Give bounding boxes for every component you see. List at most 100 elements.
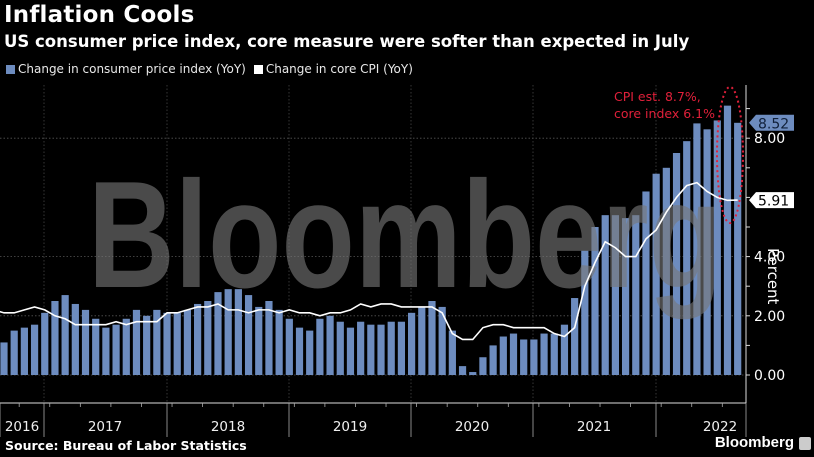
- cpi-bar: [520, 339, 528, 375]
- cpi-bar: [285, 318, 293, 375]
- cpi-bar: [367, 324, 375, 375]
- cpi-bar: [662, 167, 670, 375]
- bloomberg-logo-text: Bloomberg: [714, 434, 794, 451]
- cpi-bar: [632, 215, 640, 375]
- cpi-bar: [621, 218, 630, 375]
- cpi-bar: [693, 123, 701, 376]
- annotation-ellipse: [716, 86, 744, 224]
- bloomberg-chart-icon: [799, 437, 811, 450]
- cpi-bar: [458, 366, 467, 375]
- cpi-bar: [377, 324, 385, 375]
- cpi-bar: [428, 301, 436, 375]
- cpi-bar: [336, 321, 344, 375]
- cpi-bar: [418, 306, 426, 375]
- cpi-bar: [173, 312, 181, 375]
- cpi-bar: [0, 342, 8, 375]
- cpi-bar: [397, 321, 406, 375]
- annotation-line1: CPI est. 8.7%,: [614, 89, 701, 104]
- cpi-bar: [509, 333, 518, 375]
- cpi-bar: [92, 318, 100, 375]
- cpi-bar: [683, 141, 691, 375]
- cpi-last-flag: [749, 114, 794, 131]
- cpi-bar: [560, 324, 569, 375]
- cpi-bar: [469, 372, 477, 375]
- cpi-bar: [642, 191, 650, 375]
- chart-subtitle: US consumer price index, core measure we…: [4, 32, 690, 51]
- cpi-bar: [112, 324, 120, 375]
- cpi-bar: [550, 333, 558, 375]
- cpi-bar: [234, 289, 242, 375]
- cpi-bar: [132, 309, 141, 375]
- cpi-bar: [611, 215, 619, 375]
- cpi-last-value: 8.52: [758, 116, 789, 132]
- cpi-bar: [601, 215, 609, 375]
- cpi-bar: [703, 129, 711, 375]
- cpi-bar: [571, 298, 579, 375]
- y-tick-label: 2.00: [754, 309, 785, 325]
- x-tick-label: 2019: [333, 419, 367, 435]
- cpi-bar: [51, 301, 59, 375]
- cpi-bar: [122, 318, 130, 375]
- x-tick-label: 2021: [577, 419, 611, 435]
- cpi-bar: [723, 105, 732, 375]
- cpi-bar: [499, 336, 507, 375]
- cpi-bars: [0, 105, 742, 376]
- cpi-bar: [275, 309, 283, 375]
- core-cpi-line: [0, 181, 738, 341]
- x-tick-label: 2020: [455, 419, 489, 435]
- cpi-bar: [183, 309, 192, 375]
- cpi-bar: [326, 315, 334, 375]
- cpi-bar: [387, 321, 395, 375]
- cpi-bar: [540, 333, 548, 375]
- cpi-bar: [448, 330, 456, 375]
- x-tick-label: 2022: [703, 419, 737, 435]
- cpi-bar: [61, 295, 69, 375]
- y-tick-label: 4.00: [754, 250, 785, 266]
- cpi-bar: [479, 357, 487, 375]
- legend-item-core: Change in core CPI (YoY): [253, 62, 413, 76]
- cpi-bar: [306, 330, 314, 375]
- cpi-bar: [530, 339, 538, 375]
- cpi-bar: [163, 312, 171, 375]
- chart-title: Inflation Cools: [4, 2, 195, 28]
- cpi-bar: [204, 301, 212, 375]
- y-tick-label: 8.00: [754, 131, 785, 147]
- x-tick-label: 2017: [88, 419, 122, 435]
- legend-swatch-cpi: [6, 64, 15, 74]
- cpi-bar: [20, 327, 28, 375]
- cpi-bar: [652, 173, 660, 375]
- annotation: CPI est. 8.7%, core index 6.1%: [614, 86, 744, 224]
- axes: 0.00 2.00 4.00 8.00 2016 2017 2018 2019 2020 2021…: [0, 85, 794, 437]
- cpi-bar: [244, 295, 253, 375]
- legend-item-cpi: Change in consumer price index (YoY): [6, 62, 246, 76]
- cpi-bar: [41, 312, 49, 375]
- cpi-bar: [224, 289, 232, 375]
- cpi-bar: [438, 306, 446, 375]
- cpi-bar: [30, 324, 39, 375]
- cpi-bar: [713, 120, 721, 375]
- gridlines: [0, 85, 746, 403]
- cpi-bar: [214, 292, 222, 375]
- cpi-bar: [295, 327, 304, 375]
- legend: Change in consumer price index (YoY) Cha…: [6, 62, 413, 76]
- cpi-bar: [734, 122, 742, 375]
- cpi-bar: [489, 345, 497, 375]
- y-axis-label: Percent: [764, 248, 782, 305]
- core-last-value: 5.91: [758, 194, 789, 210]
- cpi-bar: [71, 303, 79, 375]
- x-tick-label: 2018: [211, 419, 245, 435]
- cpi-bar: [581, 250, 589, 375]
- legend-label-core: Change in core CPI (YoY): [265, 62, 413, 76]
- watermark: Bloomberg: [88, 150, 722, 320]
- cpi-bar: [194, 303, 202, 375]
- cpi-bar: [10, 330, 18, 375]
- core-last-flag: [749, 192, 794, 209]
- cpi-bar: [672, 153, 681, 375]
- annotation-line2: core index 6.1%: [614, 106, 715, 121]
- source-note: Source: Bureau of Labor Statistics: [5, 438, 247, 453]
- cpi-bar: [346, 327, 355, 375]
- cpi-bar: [153, 309, 161, 375]
- cpi-bar: [255, 306, 263, 375]
- cpi-bar: [265, 301, 273, 375]
